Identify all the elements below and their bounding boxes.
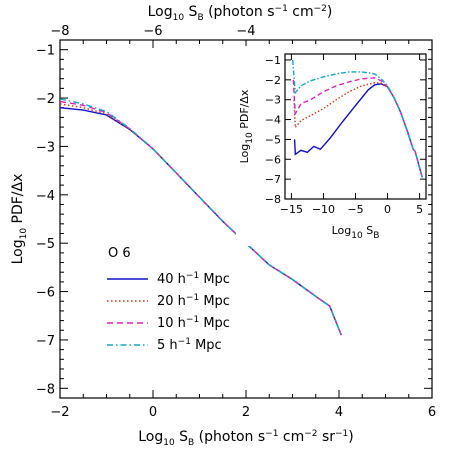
inset-y-tick-label: −7 bbox=[265, 173, 281, 186]
inset-y-axis-title: Log10 PDF/Δx bbox=[238, 89, 255, 163]
series-line-4 bbox=[59, 98, 342, 336]
legend-label: 40 h−1 Mpc bbox=[157, 271, 230, 287]
inset-background bbox=[236, 46, 428, 246]
x-tick-label: 2 bbox=[242, 405, 250, 420]
inset-series-line-4 bbox=[292, 59, 423, 178]
inset-y-tick-label: −4 bbox=[265, 114, 281, 127]
ion-label: O 6 bbox=[108, 246, 131, 261]
y-tick-label: −1 bbox=[36, 44, 55, 59]
top-axis-title: Log10 SB (photon s−1 cm−2) bbox=[148, 4, 333, 23]
inset-y-tick-label: −6 bbox=[265, 153, 281, 166]
inset-x-tick-label: −10 bbox=[312, 203, 335, 216]
y-tick-label: −5 bbox=[36, 237, 55, 252]
legend: O 6 40 h−1 Mpc 20 h−1 Mpc 10 h−1 Mpc 5 h−1 M… bbox=[107, 246, 230, 353]
x-tick-label: 4 bbox=[335, 405, 343, 420]
x-axis-title: Log10 SB (photon s−1 cm−2 sr−1) bbox=[138, 429, 354, 448]
top-tick-label: −4 bbox=[236, 24, 255, 39]
y-axis-title: Log10 PDF/Δx bbox=[10, 174, 29, 265]
inset-x-tick-label: −5 bbox=[347, 203, 363, 216]
top-tick-label: −6 bbox=[143, 24, 162, 39]
inset-x-tick-label: 5 bbox=[416, 203, 423, 216]
x-tick-label: −2 bbox=[50, 405, 69, 420]
inset-y-tick-label: −1 bbox=[265, 54, 281, 67]
inset-y-tick-label: −8 bbox=[265, 193, 281, 206]
inset-y-tick-label: −5 bbox=[265, 133, 281, 146]
legend-label: 5 h−1 Mpc bbox=[157, 337, 222, 353]
y-tick-label: −3 bbox=[36, 140, 55, 155]
inset-series-line-2 bbox=[293, 82, 423, 178]
x-tick-label: 0 bbox=[149, 405, 157, 420]
legend-label: 10 h−1 Mpc bbox=[157, 315, 230, 331]
inset-x-tick-label: 0 bbox=[384, 203, 391, 216]
series-line-2 bbox=[59, 103, 342, 336]
y-tick-label: −8 bbox=[36, 382, 55, 397]
legend-label: 20 h−1 Mpc bbox=[157, 293, 230, 309]
inset-x-tick-label: −15 bbox=[280, 203, 303, 216]
y-tick-label: −2 bbox=[36, 92, 55, 107]
inset-y-tick-label: −3 bbox=[265, 94, 281, 107]
x-tick-label: 6 bbox=[428, 405, 436, 420]
y-tick-label: −6 bbox=[36, 286, 55, 301]
inset-plot: −15 −10 −5 0 5 −8 −7 −6 −5 −4 −3 −2 −1 Log10 SB Log10 … bbox=[236, 46, 428, 246]
inset-x-axis-title: Log10 SB bbox=[332, 224, 380, 241]
y-tick-label: −4 bbox=[36, 189, 55, 204]
inset-y-tick-label: −2 bbox=[265, 74, 281, 87]
top-tick-label: −8 bbox=[50, 24, 69, 39]
y-tick-label: −7 bbox=[36, 334, 55, 349]
